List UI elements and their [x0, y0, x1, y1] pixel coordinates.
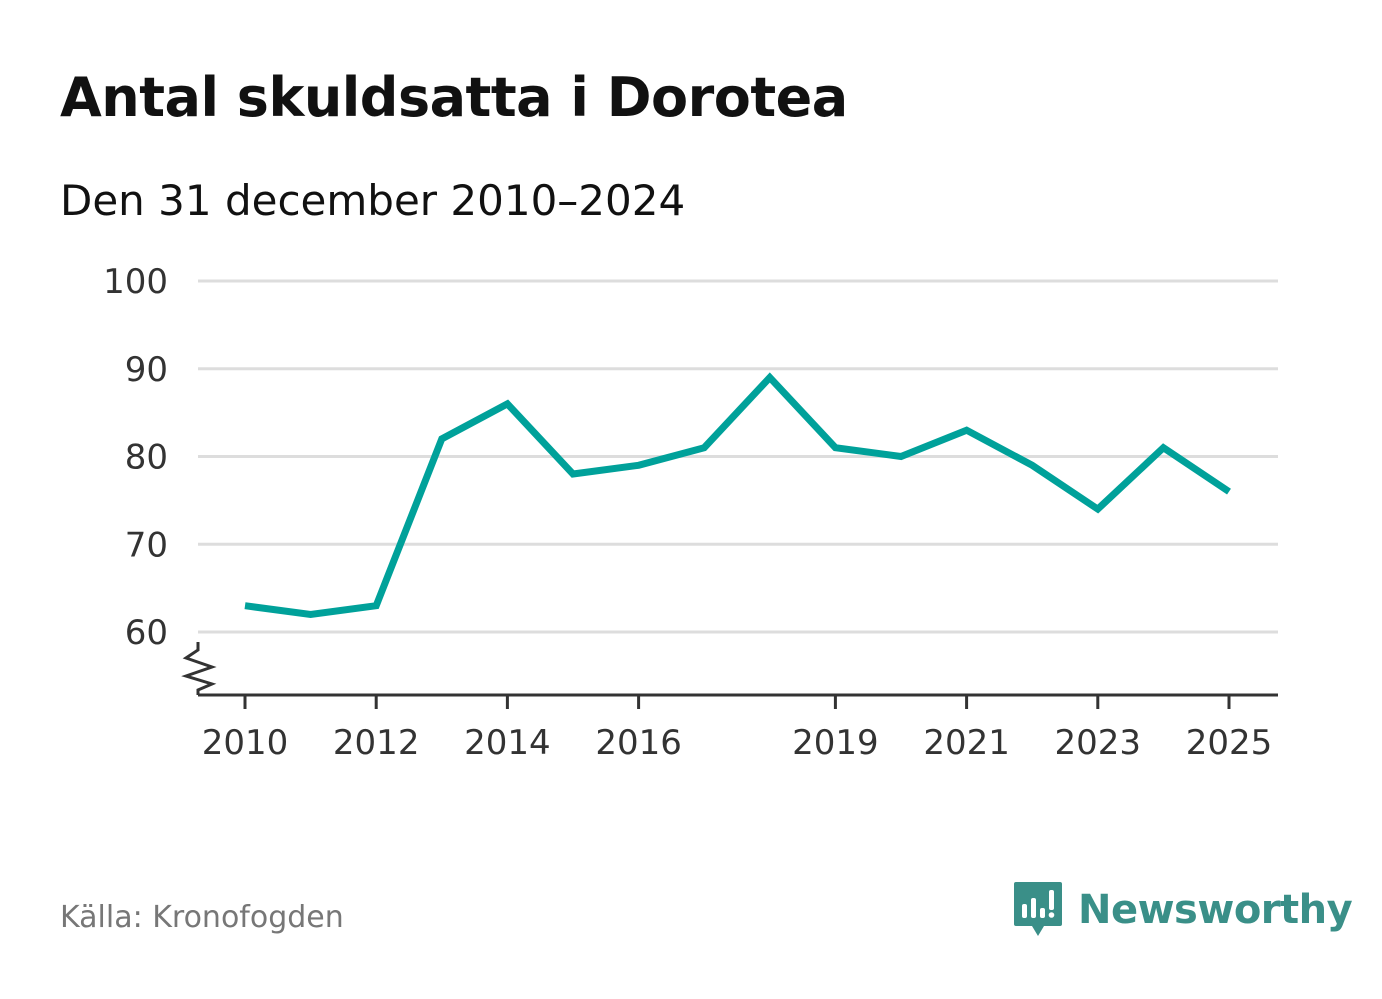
- x-tick-label: 2023: [1055, 723, 1142, 763]
- brand-name: Newsworthy: [1078, 887, 1353, 933]
- x-tick-label: 2014: [464, 723, 551, 763]
- x-tick-label: 2021: [923, 723, 1010, 763]
- y-tick-label: 100: [103, 262, 168, 302]
- y-tick-label: 60: [125, 613, 168, 653]
- x-tick-label: 2025: [1186, 723, 1273, 763]
- y-tick-label: 90: [125, 350, 168, 390]
- y-axis-labels: 60 70 80 90 100: [103, 262, 168, 653]
- y-tick-label: 80: [125, 438, 168, 478]
- x-tick-label: 2012: [333, 723, 420, 763]
- chart-subtitle: Den 31 december 2010–2024: [60, 176, 686, 225]
- grid-lines: [198, 279, 1278, 634]
- newsworthy-logo-icon: [1014, 882, 1062, 936]
- series-line: [244, 372, 1231, 619]
- y-tick-label: 70: [125, 525, 168, 565]
- x-tick-label: 2019: [792, 723, 879, 763]
- axis-break-icon: [181, 642, 217, 695]
- series-layer: [244, 372, 1231, 619]
- brand: Newsworthy: [1012, 880, 1353, 940]
- chart-title: Antal skuldsatta i Dorotea: [60, 66, 848, 129]
- source-credit: Källa: Kronofogden: [60, 900, 344, 935]
- x-axis: [181, 642, 1278, 709]
- x-axis-labels: 2010 2012 2014 2016 2019 2021 2023 2025: [202, 723, 1273, 763]
- x-tick-label: 2010: [202, 723, 289, 763]
- x-tick-label: 2016: [595, 723, 682, 763]
